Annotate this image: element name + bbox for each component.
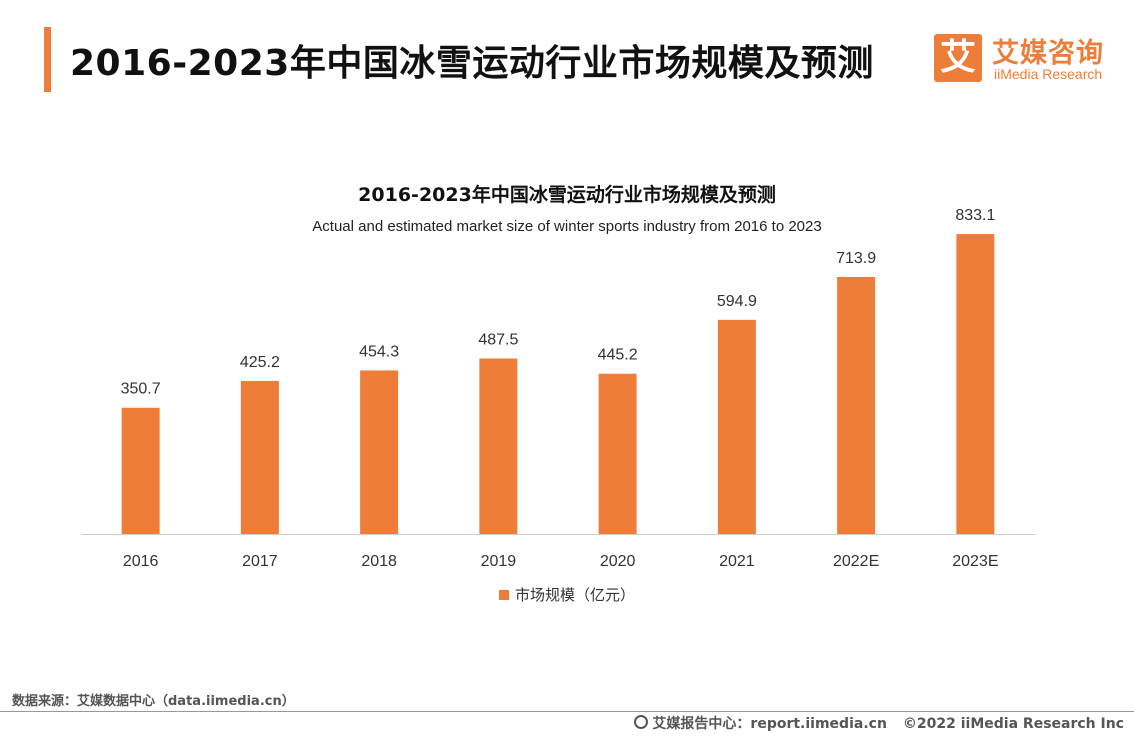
chart-title: 2016-2023年中国冰雪运动行业市场规模及预测 <box>358 184 776 206</box>
data-label-2016: 350.7 <box>121 381 161 398</box>
bar-2019 <box>479 358 518 534</box>
logo-mark: 艾 <box>934 34 982 82</box>
x-tick-2016: 2016 <box>123 553 159 570</box>
bar-2022E <box>837 276 876 534</box>
bar-2023E <box>956 234 995 535</box>
x-tick-2018: 2018 <box>361 553 397 570</box>
logo-en-text: iiMedia Research <box>994 66 1103 82</box>
legend-swatch <box>498 589 509 600</box>
globe-icon <box>634 715 649 729</box>
bar-2020 <box>598 373 637 534</box>
x-tick-2023E: 2023E <box>952 553 998 570</box>
bar-2016 <box>121 407 160 534</box>
x-tick-2019: 2019 <box>481 553 517 570</box>
page-title: 2016-2023年中国冰雪运动行业市场规模及预测 <box>70 43 874 84</box>
data-label-2019: 487.5 <box>478 332 518 349</box>
x-tick-2021: 2021 <box>719 553 755 570</box>
report-link[interactable]: 艾媒报告中心：report.iimedia.cn <box>652 716 887 732</box>
bar-2017 <box>240 380 279 534</box>
data-label-2021: 594.9 <box>717 293 757 310</box>
data-label-2018: 454.3 <box>359 343 399 360</box>
bar-2021 <box>717 319 756 534</box>
x-tick-2020: 2020 <box>600 553 636 570</box>
data-label-2022E: 713.9 <box>836 250 876 267</box>
logo-cn-text: 艾媒咨询 <box>992 38 1104 69</box>
copyright: ©2022 iiMedia Research Inc <box>902 716 1124 732</box>
iimedia-logo: 艾 艾媒咨询 iiMedia Research <box>934 34 1114 86</box>
data-label-2017: 425.2 <box>240 354 280 371</box>
x-tick-2017: 2017 <box>242 553 278 570</box>
bar-2018 <box>360 370 399 534</box>
x-tick-2022E: 2022E <box>833 553 879 570</box>
data-label-2020: 445.2 <box>598 347 638 364</box>
data-label-2023E: 833.1 <box>955 207 995 224</box>
legend-label: 市场规模（亿元） <box>514 586 635 604</box>
chart-legend: 市场规模（亿元） <box>0 584 1134 605</box>
footer-divider <box>0 711 1134 712</box>
title-accent-bar <box>44 27 51 92</box>
footer: 艾媒报告中心：report.iimedia.cn ©2022 iiMedia Re… <box>634 713 1124 733</box>
chart-subtitle: Actual and estimated market size of wint… <box>312 218 822 235</box>
data-source: 数据来源：艾媒数据中心（data.iimedia.cn） <box>12 694 295 709</box>
